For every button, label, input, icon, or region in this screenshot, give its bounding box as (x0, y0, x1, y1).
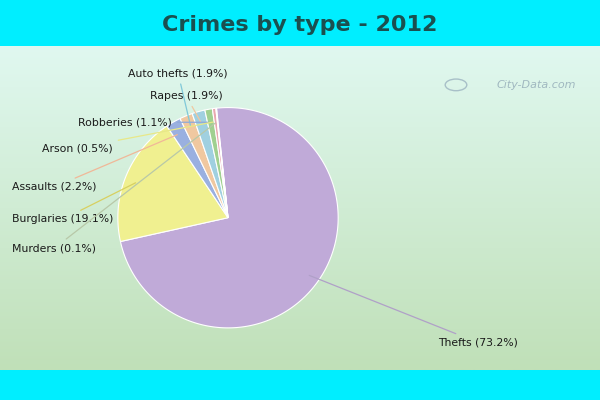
Text: Burglaries (19.1%): Burglaries (19.1%) (12, 183, 136, 224)
Polygon shape (118, 126, 228, 242)
Text: Arson (0.5%): Arson (0.5%) (42, 122, 213, 153)
Text: Murders (0.1%): Murders (0.1%) (12, 123, 215, 254)
Text: Thefts (73.2%): Thefts (73.2%) (309, 275, 518, 348)
Text: Assaults (2.2%): Assaults (2.2%) (12, 135, 178, 192)
Polygon shape (180, 114, 228, 218)
Text: Rapes (1.9%): Rapes (1.9%) (150, 91, 223, 122)
Polygon shape (205, 109, 228, 218)
Polygon shape (216, 108, 228, 218)
Text: Robberies (1.1%): Robberies (1.1%) (78, 117, 208, 127)
Polygon shape (212, 108, 228, 218)
Text: City-Data.com: City-Data.com (497, 80, 576, 90)
Polygon shape (167, 118, 228, 218)
Text: Crimes by type - 2012: Crimes by type - 2012 (163, 15, 437, 35)
Polygon shape (192, 110, 228, 218)
Text: Auto thefts (1.9%): Auto thefts (1.9%) (128, 68, 228, 125)
Polygon shape (121, 108, 338, 328)
